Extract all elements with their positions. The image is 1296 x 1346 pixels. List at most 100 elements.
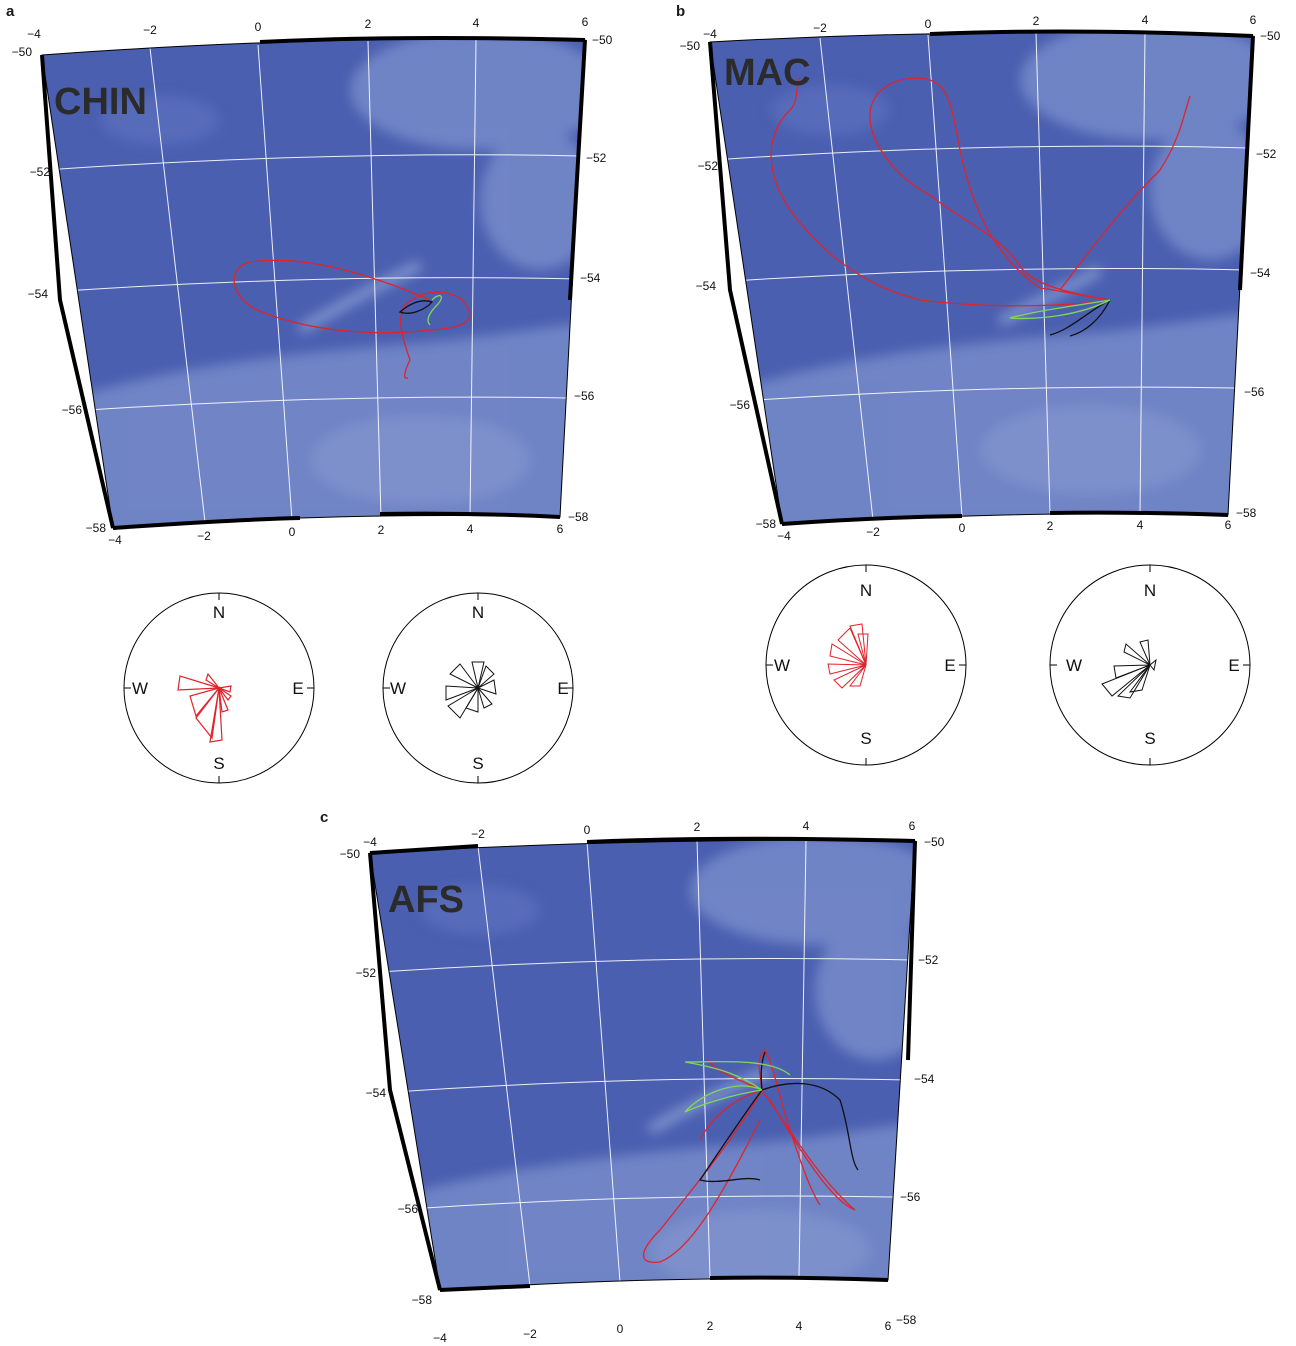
svg-text:−4: −4 <box>108 533 122 547</box>
panel-label-a: a <box>6 3 15 20</box>
rose-red-b: N S W E <box>765 564 967 766</box>
svg-text:S: S <box>1144 729 1155 748</box>
svg-text:S: S <box>472 754 483 773</box>
svg-text:−4: −4 <box>363 835 377 849</box>
svg-text:−4: −4 <box>433 1331 447 1345</box>
panel-label-c: c <box>320 809 328 826</box>
svg-text:−50: −50 <box>340 847 361 861</box>
svg-text:W: W <box>390 679 406 698</box>
svg-text:−56: −56 <box>398 1202 419 1216</box>
lat-ticks-right-a: −50 −52 −54 −56 −58 <box>568 33 613 524</box>
black-direction-rose-icon <box>445 661 497 719</box>
svg-text:−2: −2 <box>471 827 485 841</box>
svg-text:−50: −50 <box>12 45 33 59</box>
red-direction-rose-icon <box>827 623 869 689</box>
svg-text:−54: −54 <box>580 271 601 285</box>
lat-ticks-left-b: −50 −52 −54 −56 −58 <box>680 39 777 531</box>
svg-text:−52: −52 <box>1256 147 1277 161</box>
svg-text:6: 6 <box>1225 518 1232 532</box>
svg-text:E: E <box>944 656 955 675</box>
svg-text:−58: −58 <box>1236 506 1257 520</box>
lon-ticks-top-c: −4 −2 0 2 4 6 <box>363 819 916 849</box>
svg-text:2: 2 <box>1033 14 1040 28</box>
svg-text:−4: −4 <box>777 529 791 543</box>
svg-text:2: 2 <box>694 820 701 834</box>
svg-text:−56: −56 <box>1244 385 1265 399</box>
svg-text:−4: −4 <box>27 27 41 41</box>
svg-text:0: 0 <box>925 17 932 31</box>
svg-text:2: 2 <box>707 1319 714 1333</box>
graticule-a <box>44 39 583 523</box>
tracks-b <box>770 77 1191 337</box>
svg-text:−50: −50 <box>924 835 945 849</box>
svg-text:−52: −52 <box>586 151 607 165</box>
map-title-a: CHIN <box>54 81 147 123</box>
svg-text:−58: −58 <box>412 1293 433 1307</box>
lat-ticks-right-b: −50 −52 −54 −56 −58 <box>1236 29 1281 520</box>
svg-text:6: 6 <box>557 522 564 536</box>
svg-text:−52: −52 <box>918 953 939 967</box>
map-title-c: AFS <box>388 879 464 921</box>
svg-text:−54: −54 <box>914 1072 935 1086</box>
svg-text:N: N <box>860 581 872 600</box>
bathymetry-map-c <box>370 840 915 1290</box>
tracks-a <box>233 259 471 379</box>
svg-text:E: E <box>557 679 568 698</box>
svg-text:6: 6 <box>582 15 589 29</box>
svg-text:6: 6 <box>885 1319 892 1333</box>
svg-text:2: 2 <box>378 523 385 537</box>
svg-text:−2: −2 <box>866 525 880 539</box>
svg-text:N: N <box>1144 581 1156 600</box>
svg-text:−54: −54 <box>696 279 717 293</box>
map-title-b: MAC <box>724 52 811 94</box>
svg-text:4: 4 <box>467 522 474 536</box>
bathymetry-map-a <box>42 38 585 529</box>
lon-ticks-top-b: −4 −2 0 2 4 6 <box>703 13 1257 41</box>
panel-c: c <box>320 809 945 1345</box>
svg-text:0: 0 <box>617 1322 624 1336</box>
svg-text:2: 2 <box>365 17 372 31</box>
lon-ticks-bottom-a: −4 −2 0 2 4 6 <box>108 522 564 547</box>
svg-text:−58: −58 <box>756 517 777 531</box>
svg-text:−58: −58 <box>568 510 589 524</box>
svg-text:W: W <box>1066 656 1082 675</box>
black-direction-rose-icon <box>1101 639 1157 699</box>
svg-text:−50: −50 <box>592 33 613 47</box>
panel-a: a <box>6 3 613 784</box>
svg-text:−2: −2 <box>523 1327 537 1341</box>
svg-text:0: 0 <box>289 525 296 539</box>
lon-ticks-top-a: −4 −2 0 2 4 6 <box>27 15 589 41</box>
svg-text:0: 0 <box>959 521 966 535</box>
svg-text:6: 6 <box>909 819 916 833</box>
red-direction-rose-icon <box>177 672 232 743</box>
svg-text:S: S <box>860 729 871 748</box>
east-label: E <box>292 679 303 698</box>
svg-text:−56: −56 <box>900 1190 921 1204</box>
panel-b: b <box>676 3 1281 766</box>
lat-ticks-left-c: −50 −52 −54 −56 −58 <box>340 847 433 1307</box>
svg-text:−52: −52 <box>698 159 719 173</box>
lat-ticks-left-a: −50 −52 −54 −56 −58 <box>12 45 107 535</box>
svg-text:−54: −54 <box>28 287 49 301</box>
svg-text:−52: −52 <box>356 966 377 980</box>
svg-text:−4: −4 <box>703 27 717 41</box>
bathymetry-map-b <box>710 32 1253 524</box>
svg-text:−58: −58 <box>896 1313 917 1327</box>
svg-text:4: 4 <box>803 819 810 833</box>
svg-text:0: 0 <box>584 823 591 837</box>
rose-black-b: N S W E <box>1049 564 1251 766</box>
svg-text:E: E <box>1228 656 1239 675</box>
svg-text:4: 4 <box>796 1319 803 1333</box>
svg-text:−50: −50 <box>1260 29 1281 43</box>
svg-text:−52: −52 <box>30 165 51 179</box>
north-label: N <box>213 603 225 622</box>
lon-ticks-bottom-b: −4 −2 0 2 4 6 <box>777 518 1232 543</box>
lon-ticks-bottom-c: −4 −2 0 2 4 6 <box>433 1319 892 1345</box>
svg-text:−56: −56 <box>730 398 751 412</box>
svg-text:−2: −2 <box>197 529 211 543</box>
rose-black-a: N S W E <box>382 592 574 784</box>
panel-label-b: b <box>676 3 685 20</box>
west-label: W <box>132 679 148 698</box>
svg-text:−56: −56 <box>574 389 595 403</box>
